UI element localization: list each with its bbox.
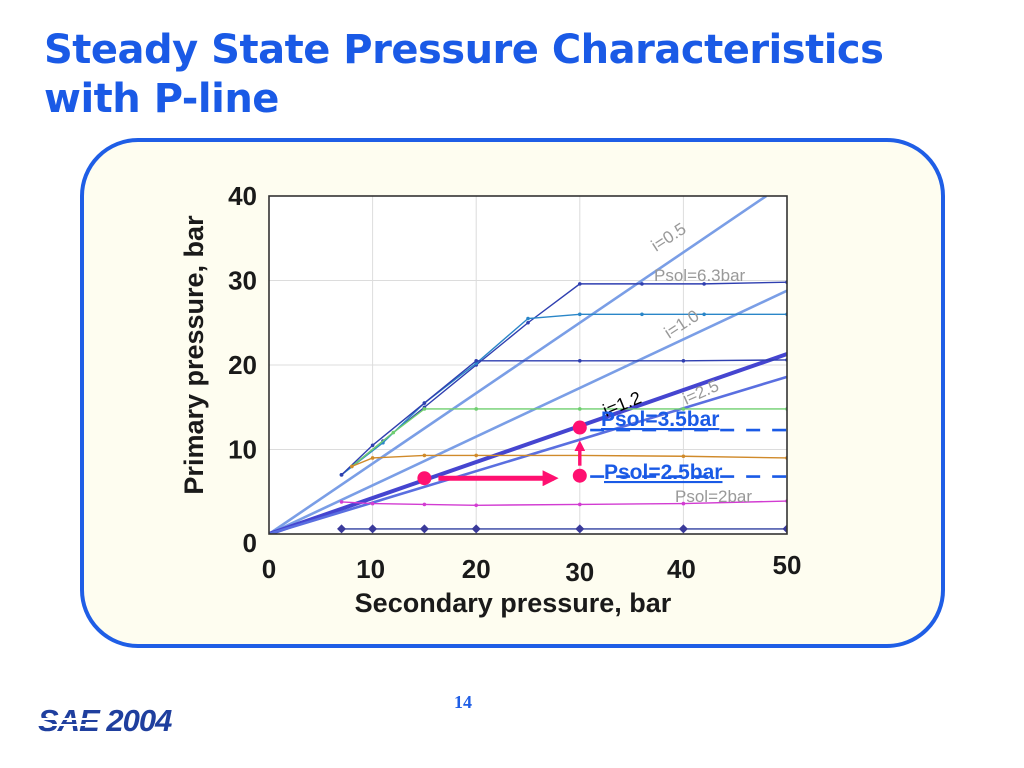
series-point: [422, 407, 427, 411]
p-line: [269, 196, 768, 534]
series-marker-diamond: [782, 524, 787, 534]
series-point: [578, 282, 582, 286]
series-point: [578, 502, 582, 507]
series-point: [350, 464, 354, 469]
series-point: [339, 500, 344, 504]
series-point: [681, 501, 686, 506]
x-tick-label: 0: [262, 554, 276, 584]
series-point: [578, 312, 582, 317]
annotation-label: Psol=2bar: [675, 487, 752, 506]
operating-point: [572, 468, 587, 483]
svg-text:SAE 2004: SAE 2004: [38, 703, 172, 738]
tick-labels: 0 10 20 30 40 50 0 10 20 30 40: [228, 181, 801, 587]
transition-arrows: [438, 440, 586, 487]
series-point: [391, 430, 396, 435]
series-point: [702, 312, 706, 317]
series-point: [578, 407, 582, 411]
y-tick-label: 10: [228, 435, 257, 465]
chart-panel: 0 10 20 30 40 50 0 10 20 30 40 i=0.5 Psol=6.3bar i=1…: [80, 138, 945, 648]
series-point: [681, 454, 686, 459]
annotation-label: Psol=2.5bar: [604, 461, 722, 484]
x-tick-label: 30: [565, 557, 594, 587]
y-tick-label: 30: [228, 266, 257, 296]
y-tick-label: 20: [228, 350, 257, 380]
x-tick-label: 20: [462, 554, 491, 584]
series-marker-diamond: [471, 524, 481, 534]
series-marker-diamond: [419, 524, 429, 534]
series-point: [702, 282, 706, 286]
series-point: [422, 401, 427, 405]
annotation-label: Psol=6.3bar: [654, 266, 746, 285]
series-point: [339, 473, 344, 477]
series-point: [526, 316, 530, 321]
y-axis-label: Primary pressure, bar: [179, 215, 209, 495]
page-number: 14: [454, 692, 472, 712]
series-point: [474, 453, 479, 458]
series-point: [640, 312, 644, 317]
series-point: [526, 320, 530, 325]
slide-title-line-1: Steady State Pressure Characteristics: [44, 27, 884, 73]
y-tick-label: 40: [228, 181, 257, 211]
psol-levels: [590, 428, 787, 478]
series-point: [474, 358, 479, 363]
series-point: [422, 453, 427, 458]
x-tick-label: 50: [773, 550, 802, 580]
series-point: [474, 407, 479, 411]
series-marker-diamond: [575, 524, 585, 534]
operating-points: [417, 420, 587, 486]
operating-point: [417, 471, 432, 486]
series-point: [681, 358, 686, 363]
x-tick-label: 40: [667, 554, 696, 584]
p-line: [269, 352, 787, 534]
series-point: [474, 503, 479, 508]
x-tick-label: 10: [356, 554, 385, 584]
series-point: [370, 501, 375, 506]
x-axis-label: Secondary pressure, bar: [355, 588, 672, 618]
p-line: [269, 289, 787, 534]
series-point: [370, 443, 375, 448]
annotation-label: Psol=3.5bar: [601, 408, 719, 431]
series-point: [422, 502, 427, 507]
series-point: [370, 456, 375, 460]
series-point: [578, 358, 582, 363]
slide-title: Steady State Pressure Characteristics wi…: [44, 26, 984, 124]
series-point: [681, 407, 686, 411]
series-point: [640, 282, 644, 286]
series-marker-diamond: [678, 524, 688, 534]
series-marker-diamond: [337, 524, 347, 534]
series-marker-diamond: [368, 524, 378, 534]
slide-title-line-2: with P-line: [44, 76, 279, 122]
y-tick-label: 0: [243, 528, 257, 558]
plot-frame: [268, 195, 788, 535]
pressure-series: [337, 280, 787, 534]
operating-point: [572, 420, 587, 435]
sae-2004-logo: SAE 2004: [38, 703, 173, 738]
